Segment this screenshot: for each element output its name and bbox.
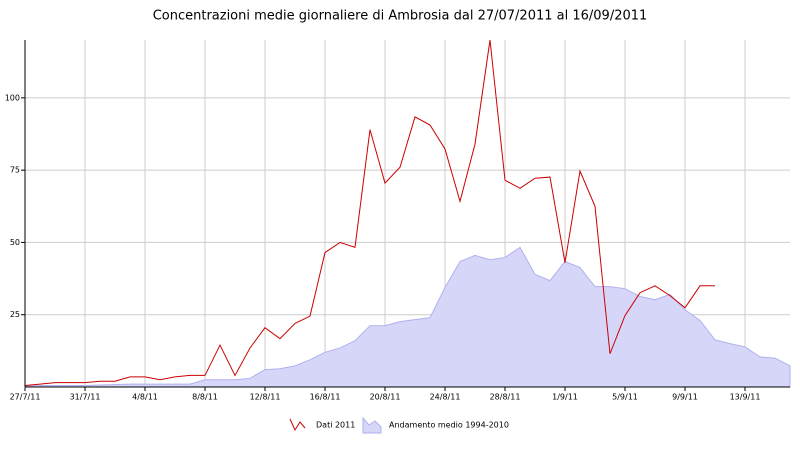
line [24, 39, 715, 387]
legend-swatch [289, 418, 306, 432]
x-tick-label: 4/8/11 [132, 393, 158, 402]
x-tick-label: 9/9/11 [672, 393, 698, 402]
area [24, 246, 791, 388]
legend-swatch [362, 416, 382, 434]
y-tick-label: 50 [10, 238, 20, 247]
x-tick-label: 5/9/11 [612, 393, 638, 402]
legend-label: Andamento medio 1994-2010 [389, 421, 509, 430]
x-tick-label: 8/8/11 [192, 393, 218, 402]
y-tick-label: 75 [10, 166, 20, 175]
x-tick-label: 24/8/11 [430, 393, 461, 402]
x-tick-label: 20/8/11 [370, 393, 401, 402]
chart-title: Concentrazioni medie giornaliere di Ambr… [153, 9, 648, 24]
x-tick-label: 31/7/11 [70, 393, 101, 402]
x-tick-label: 27/7/11 [10, 393, 41, 402]
x-tick-label: 16/8/11 [310, 393, 341, 402]
legend-label: Dati 2011 [316, 421, 355, 430]
x-tick-label: 12/8/11 [250, 393, 281, 402]
y-tick-label: 100 [5, 93, 20, 102]
x-tick-label: 13/9/11 [730, 393, 761, 402]
x-tick-label: 1/9/11 [552, 393, 578, 402]
y-tick-label: 25 [10, 310, 20, 319]
x-tick-label: 28/8/11 [490, 393, 521, 402]
